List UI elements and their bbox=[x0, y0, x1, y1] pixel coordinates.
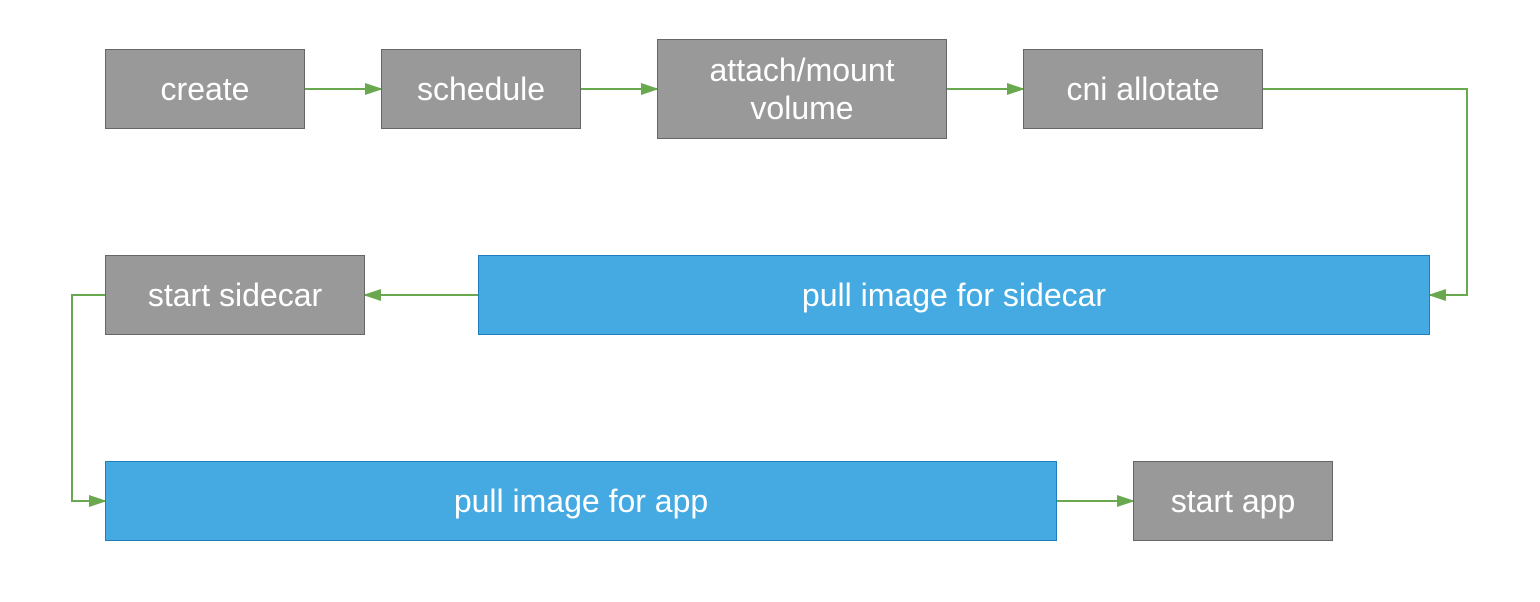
node-label-schedule: schedule bbox=[417, 70, 545, 108]
node-label-startside: start sidecar bbox=[148, 276, 322, 314]
node-schedule: schedule bbox=[381, 49, 581, 129]
node-cni: cni allotate bbox=[1023, 49, 1263, 129]
node-startapp: start app bbox=[1133, 461, 1333, 541]
node-label-startapp: start app bbox=[1171, 482, 1296, 520]
node-label-cni: cni allotate bbox=[1067, 70, 1220, 108]
node-label-pullapp: pull image for app bbox=[454, 482, 708, 520]
node-label-pullside: pull image for sidecar bbox=[802, 276, 1106, 314]
node-create: create bbox=[105, 49, 305, 129]
edge-startside-to-pullapp bbox=[72, 295, 105, 501]
node-label-attach: attach/mount volume bbox=[664, 51, 940, 128]
node-label-create: create bbox=[161, 70, 250, 108]
node-pullside: pull image for sidecar bbox=[478, 255, 1430, 335]
node-pullapp: pull image for app bbox=[105, 461, 1057, 541]
node-attach: attach/mount volume bbox=[657, 39, 947, 139]
node-startside: start sidecar bbox=[105, 255, 365, 335]
flowchart-stage: create schedule attach/mount volume cni all… bbox=[0, 0, 1540, 602]
